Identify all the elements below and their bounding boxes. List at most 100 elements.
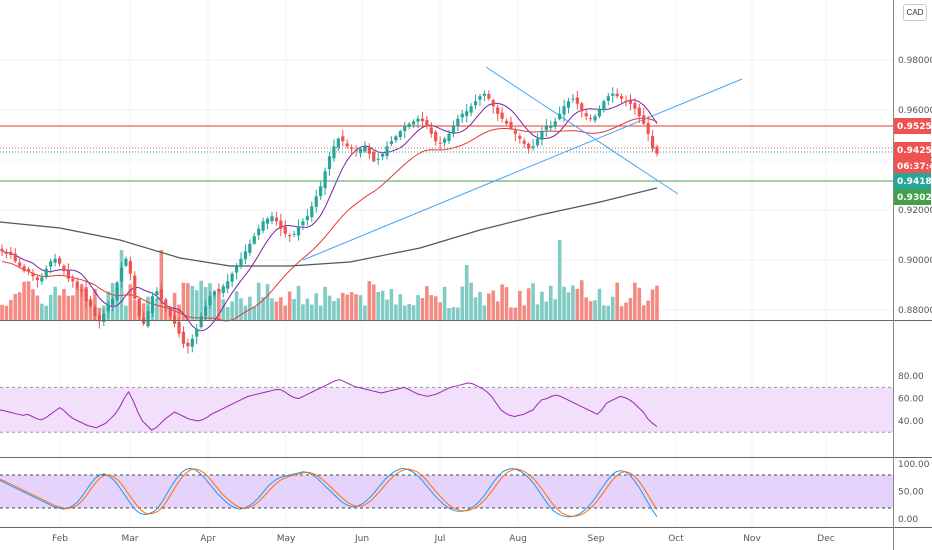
candle bbox=[155, 291, 159, 295]
price-tag-text: 0.95252 bbox=[897, 122, 932, 132]
candle bbox=[394, 136, 398, 141]
volume-bar bbox=[243, 305, 248, 320]
candle bbox=[411, 121, 416, 125]
volume-bar bbox=[88, 298, 93, 320]
volume-bar bbox=[194, 290, 199, 320]
volume-bar bbox=[212, 294, 217, 320]
candle bbox=[261, 221, 265, 231]
currency-button[interactable]: CAD bbox=[903, 4, 927, 21]
volume-bar bbox=[610, 296, 615, 320]
month-label: Dec bbox=[817, 534, 834, 544]
candle bbox=[296, 226, 301, 236]
volume-bar bbox=[336, 298, 341, 320]
candle bbox=[332, 146, 336, 159]
volume-bar bbox=[535, 304, 540, 320]
candle bbox=[619, 96, 624, 99]
volume-bar bbox=[318, 305, 323, 320]
volume-bar bbox=[575, 288, 580, 320]
volume-bar bbox=[270, 298, 274, 320]
volume-bar bbox=[327, 295, 332, 320]
price-tag-text: 06:37:47 bbox=[897, 162, 932, 172]
volume-bar bbox=[314, 293, 319, 320]
candle bbox=[4, 252, 9, 254]
volume-bar bbox=[48, 294, 53, 320]
candle bbox=[403, 126, 407, 132]
rsi-panel bbox=[0, 379, 893, 433]
candle bbox=[80, 289, 84, 292]
volume-bar bbox=[637, 287, 642, 320]
stoch-axis-label: 0.00 bbox=[898, 515, 918, 525]
volume-bar bbox=[301, 304, 305, 320]
volume-bar bbox=[172, 292, 177, 320]
price-tag-text: 0.93027 bbox=[897, 193, 932, 203]
volume-bar bbox=[261, 297, 265, 320]
candle bbox=[0, 248, 4, 252]
volume-bar bbox=[615, 282, 619, 320]
price-axis-label: 0.90000 bbox=[898, 256, 932, 266]
volume-bar bbox=[398, 294, 403, 320]
candle bbox=[465, 111, 469, 116]
candle bbox=[319, 186, 323, 197]
candle bbox=[279, 220, 283, 229]
price-tag bbox=[894, 142, 931, 158]
candle bbox=[646, 123, 650, 134]
candle bbox=[341, 136, 345, 142]
volume-bar bbox=[438, 302, 442, 320]
volume-bar bbox=[531, 283, 535, 320]
volume-bar bbox=[265, 284, 270, 320]
candle bbox=[168, 308, 172, 317]
candle bbox=[451, 126, 456, 134]
volume-bar bbox=[234, 291, 239, 320]
volume-bar bbox=[190, 285, 195, 320]
candle bbox=[310, 206, 314, 218]
candle bbox=[584, 113, 588, 117]
candle bbox=[535, 138, 540, 146]
volume-bar bbox=[124, 305, 128, 320]
volume-bar bbox=[305, 298, 310, 320]
volume-bar bbox=[487, 293, 491, 320]
volume-bar bbox=[509, 307, 513, 320]
candle bbox=[195, 328, 199, 337]
volume-bar bbox=[571, 285, 575, 320]
candle bbox=[615, 93, 619, 97]
candle bbox=[438, 142, 442, 144]
candle bbox=[473, 101, 478, 106]
volume-bar bbox=[504, 287, 509, 320]
candle bbox=[628, 99, 633, 104]
volume-bar bbox=[132, 300, 137, 320]
volume-bar bbox=[71, 295, 75, 320]
volume-bar bbox=[155, 298, 159, 320]
candle bbox=[239, 258, 243, 267]
candle bbox=[199, 316, 203, 328]
volume-bar bbox=[619, 306, 624, 320]
month-label: Mar bbox=[122, 534, 139, 544]
volume-bar bbox=[128, 284, 133, 320]
volume-bar bbox=[433, 296, 438, 320]
volume-bar bbox=[31, 289, 35, 320]
candle bbox=[88, 300, 93, 307]
candle bbox=[376, 158, 380, 160]
candle bbox=[456, 118, 460, 127]
volume-bar bbox=[597, 288, 602, 320]
candle bbox=[53, 258, 57, 263]
month-label: Oct bbox=[668, 534, 684, 544]
candle bbox=[159, 289, 163, 299]
price-axis-label: 0.98000 bbox=[898, 56, 932, 66]
candle bbox=[389, 141, 394, 145]
candle bbox=[186, 342, 190, 347]
month-label: Apr bbox=[200, 534, 216, 544]
volume-bar bbox=[628, 298, 633, 320]
volume-bar bbox=[389, 288, 394, 320]
volume-bar bbox=[376, 292, 380, 320]
volume-bar bbox=[309, 304, 314, 320]
candle bbox=[102, 313, 106, 322]
candle bbox=[257, 228, 261, 236]
candle bbox=[221, 286, 225, 293]
candle bbox=[496, 107, 500, 114]
candle bbox=[226, 281, 230, 289]
candle bbox=[597, 108, 602, 117]
candle bbox=[500, 112, 504, 119]
